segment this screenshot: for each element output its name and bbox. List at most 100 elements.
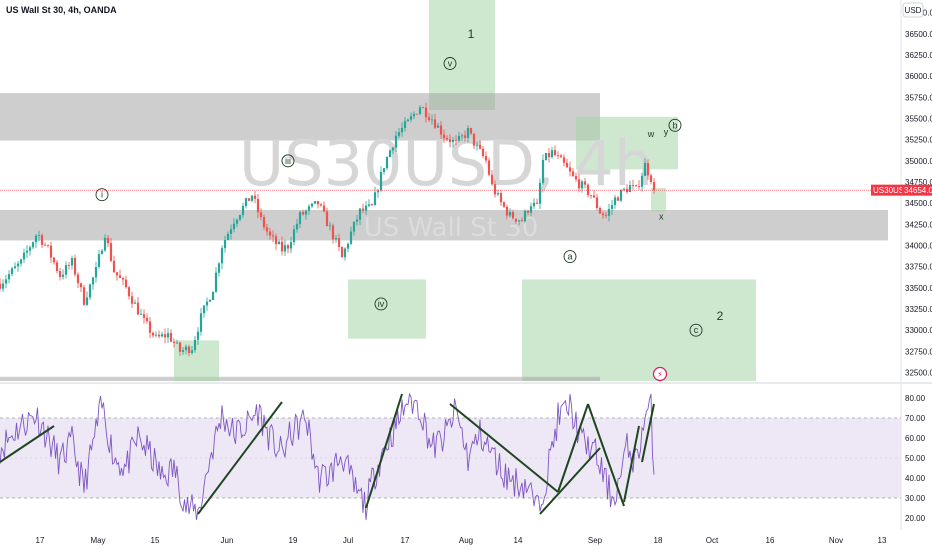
candle-body xyxy=(616,197,620,201)
candle-body xyxy=(583,181,587,185)
price-tick-label: 33750.0 xyxy=(905,263,932,272)
wave-label-y: y xyxy=(664,127,669,137)
candle-body xyxy=(445,138,449,140)
candle-body xyxy=(118,275,122,279)
currency-button[interactable]: USD xyxy=(902,2,924,18)
candle-body xyxy=(229,229,233,234)
candle-body xyxy=(340,246,344,258)
candle-body xyxy=(268,231,272,236)
candle-body xyxy=(472,133,476,146)
time-tick-label: 14 xyxy=(514,536,523,545)
candle-body xyxy=(391,147,395,151)
candle-body xyxy=(337,238,341,247)
rsi-trendline[interactable] xyxy=(0,425,55,463)
rsi-trendline[interactable] xyxy=(197,401,283,515)
candle-body xyxy=(499,193,503,203)
rsi-tick-label: 60.00 xyxy=(905,434,926,443)
zone-box xyxy=(174,340,219,381)
candle-body xyxy=(367,204,371,206)
candle-body xyxy=(319,204,323,206)
candle-body xyxy=(301,212,305,215)
candle-body xyxy=(571,171,575,176)
candle-body xyxy=(208,299,212,302)
rsi-trendline[interactable] xyxy=(641,403,655,463)
candle-body xyxy=(343,248,347,258)
candle-body xyxy=(478,144,482,149)
candle-body xyxy=(631,185,635,186)
price-tick-label: 33000.0 xyxy=(905,326,932,335)
candle-body xyxy=(133,302,137,304)
wave-label-b: b xyxy=(672,120,677,130)
price-tick-label: 34000.0 xyxy=(905,242,932,251)
wave-label-c: c xyxy=(694,325,699,335)
candle-body xyxy=(190,350,194,354)
candle-body xyxy=(181,350,185,352)
rsi-trendline[interactable] xyxy=(623,425,640,503)
candle-body xyxy=(130,296,134,304)
time-tick-label: 18 xyxy=(654,536,663,545)
candle-body xyxy=(547,153,551,158)
candle-body xyxy=(466,128,470,138)
candle-body xyxy=(592,195,596,198)
candle-body xyxy=(214,272,218,292)
wave-label-one: 1 xyxy=(468,27,475,41)
candle-body xyxy=(193,339,197,351)
rsi-trendline[interactable] xyxy=(587,403,625,507)
candle-body xyxy=(76,274,80,284)
candle-body xyxy=(34,235,38,243)
wave-circle xyxy=(563,250,577,263)
time-tick-label: Jul xyxy=(343,536,353,545)
candle-body xyxy=(175,342,179,344)
candle-body xyxy=(328,225,332,227)
candle-body xyxy=(403,121,407,128)
candle-body xyxy=(601,213,605,216)
currency-box xyxy=(902,2,924,18)
rsi-trendline[interactable] xyxy=(449,403,559,493)
candle-body xyxy=(355,219,359,222)
candle-body xyxy=(382,168,386,172)
price-tick-label: 36000.0 xyxy=(905,72,932,81)
candle-body xyxy=(364,205,368,211)
candle-body xyxy=(97,254,101,268)
candle-body xyxy=(523,211,527,222)
candle-body xyxy=(256,198,260,213)
candle-body xyxy=(163,334,167,338)
candle-body xyxy=(586,184,590,195)
candle-body xyxy=(475,144,479,146)
candle-body xyxy=(349,231,353,244)
rsi-trendline[interactable] xyxy=(557,403,589,493)
wave-label-x: x xyxy=(659,212,664,222)
candle-body xyxy=(73,258,77,275)
rsi-trendline[interactable] xyxy=(539,447,601,515)
rsi-tick-label: 50.00 xyxy=(905,454,926,463)
rsi-axis: 80.00 70.00 60.00 50.00 40.00 30.00 20.00 xyxy=(905,394,926,523)
candle-body xyxy=(205,301,209,306)
time-tick-label: 19 xyxy=(289,536,298,545)
wave-circle xyxy=(374,297,388,311)
candle-body xyxy=(388,150,392,158)
candle-body xyxy=(598,207,602,214)
candle-body xyxy=(16,263,20,267)
rsi-trendline[interactable] xyxy=(365,393,403,509)
candle-body xyxy=(433,119,437,128)
candle-body xyxy=(544,153,548,161)
candle-body xyxy=(262,217,266,228)
candle-body xyxy=(145,317,149,322)
candle-body xyxy=(514,218,518,222)
candle-body xyxy=(22,252,26,260)
alert-icon-glyph: ⚡ xyxy=(657,370,663,379)
candle-body xyxy=(442,134,446,139)
candle-body xyxy=(424,107,428,118)
candle-body xyxy=(49,245,53,258)
candle-body xyxy=(85,297,89,305)
price-tick-label: 34250.0 xyxy=(905,220,932,229)
candle-body xyxy=(568,167,572,172)
alert-icon[interactable]: ⚡ xyxy=(652,366,668,382)
candle-body xyxy=(178,342,182,352)
candle-body xyxy=(565,162,569,168)
candle-body xyxy=(535,202,539,204)
alert-icon-circle xyxy=(652,366,668,382)
candle-body xyxy=(562,157,566,163)
candle-body xyxy=(199,313,203,332)
